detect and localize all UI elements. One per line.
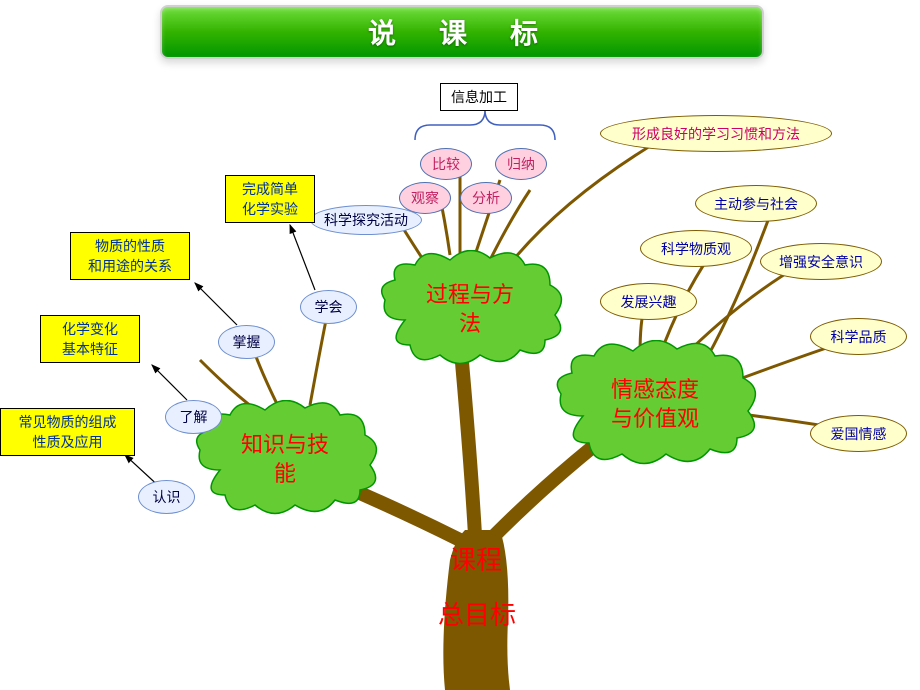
info-box-label: 信息加工 xyxy=(451,87,507,107)
ellipse-master: 掌握 xyxy=(218,325,275,359)
pink-analyze: 分析 xyxy=(460,182,512,214)
root-label-2: 总目标 xyxy=(438,595,516,632)
cloud-knowledge-label: 知识与技 能 xyxy=(241,431,329,488)
box-feature: 化学变化 基本特征 xyxy=(40,315,140,363)
root-label-1: 课程 xyxy=(450,540,502,577)
ellipse-recog: 认识 xyxy=(138,480,195,514)
ye-matview: 科学物质观 xyxy=(640,230,752,267)
ye-interest: 发展兴趣 xyxy=(600,283,697,320)
ye-patriot: 爱国情感 xyxy=(810,415,907,452)
ye-quality: 科学品质 xyxy=(810,318,907,355)
cloud-attitude: 情感态度 与价值观 xyxy=(550,340,760,470)
box-relation: 物质的性质 和用途的关系 xyxy=(70,232,190,280)
box-exp: 完成简单 化学实验 xyxy=(225,175,315,223)
pink-compare: 比较 xyxy=(420,148,472,180)
ellipse-know: 了解 xyxy=(165,400,222,434)
pink-induct: 归纳 xyxy=(495,148,547,180)
ellipse-learn: 学会 xyxy=(300,290,357,324)
ye-safety: 增强安全意识 xyxy=(760,243,882,280)
ye-habit: 形成良好的学习习惯和方法 xyxy=(600,115,832,152)
ye-society: 主动参与社会 xyxy=(695,185,817,222)
cloud-process: 过程与方 法 xyxy=(375,250,565,370)
cloud-attitude-label: 情感态度 与价值观 xyxy=(611,376,699,433)
cloud-process-label: 过程与方 法 xyxy=(426,281,514,338)
ellipse-inquiry: 科学探究活动 xyxy=(310,205,422,235)
info-box: 信息加工 xyxy=(440,83,518,111)
box-common: 常见物质的组成 性质及应用 xyxy=(0,408,135,456)
